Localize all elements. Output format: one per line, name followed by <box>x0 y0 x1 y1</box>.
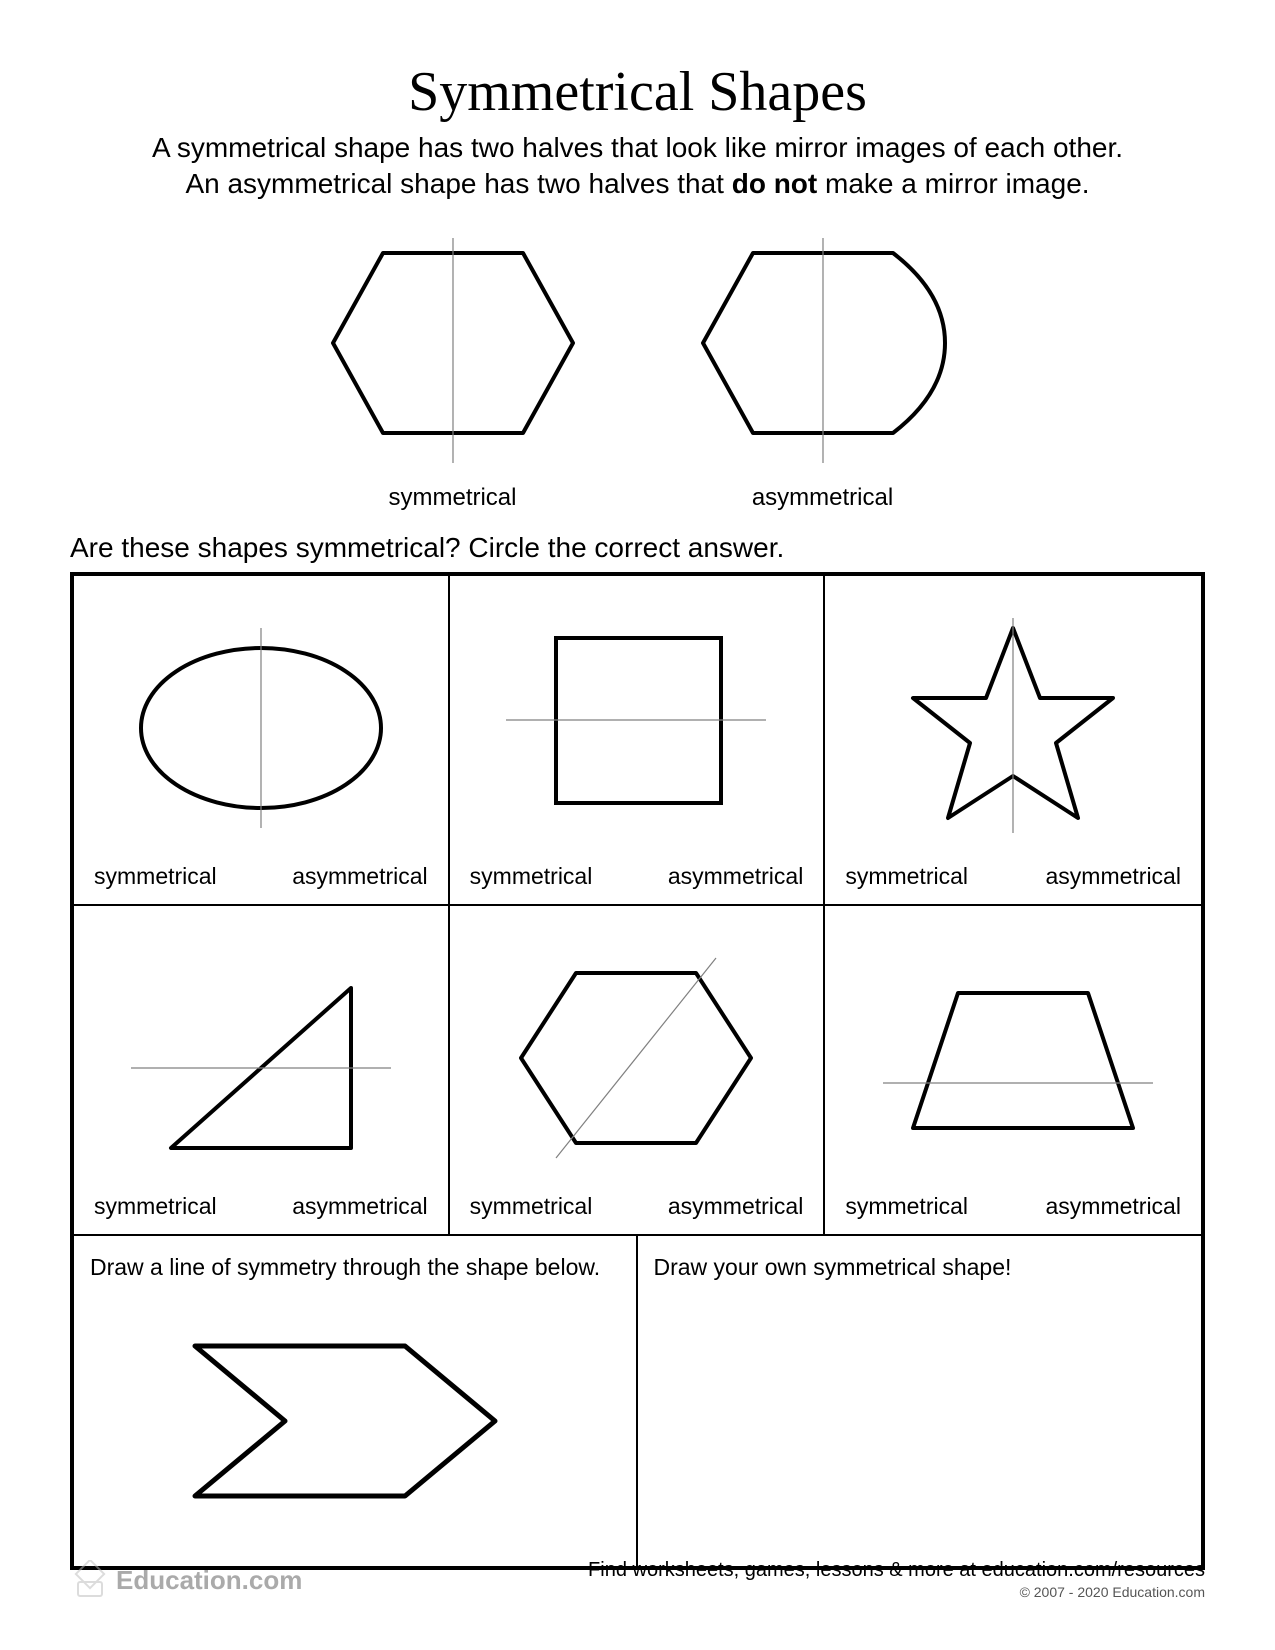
answer-symmetrical[interactable]: symmetrical <box>845 1193 968 1220</box>
answer-options: symmetrical asymmetrical <box>90 863 432 890</box>
answer-options: symmetrical asymmetrical <box>466 863 808 890</box>
page-title: Symmetrical Shapes <box>70 60 1205 124</box>
question-text: Are these shapes symmetrical? Circle the… <box>70 532 1205 564</box>
intro-text: A symmetrical shape has two halves that … <box>100 130 1175 203</box>
task-draw-line-cell: Draw a line of symmetry through the shap… <box>74 1236 638 1566</box>
example-asymmetrical: asymmetrical <box>683 213 963 512</box>
cell-star: symmetrical asymmetrical <box>825 576 1201 906</box>
example-sym-label: symmetrical <box>313 484 593 512</box>
answer-symmetrical[interactable]: symmetrical <box>845 863 968 890</box>
brand-text: Education.com <box>116 1565 302 1596</box>
cell-triangle: symmetrical asymmetrical <box>74 906 450 1236</box>
answer-asymmetrical[interactable]: asymmetrical <box>668 863 803 890</box>
intro-bold: do not <box>732 168 818 199</box>
footer: Education.com Find worksheets, games, le… <box>70 1559 1205 1600</box>
answer-asymmetrical[interactable]: asymmetrical <box>292 863 427 890</box>
task-draw-line-text: Draw a line of symmetry through the shap… <box>90 1254 620 1282</box>
hexagon-icon <box>486 948 786 1168</box>
answer-symmetrical[interactable]: symmetrical <box>94 1193 217 1220</box>
intro-line1: A symmetrical shape has two halves that … <box>152 132 1123 163</box>
cell-ellipse: symmetrical asymmetrical <box>74 576 450 906</box>
answer-symmetrical[interactable]: symmetrical <box>470 863 593 890</box>
answer-asymmetrical[interactable]: asymmetrical <box>1046 863 1181 890</box>
square-icon <box>486 618 786 838</box>
hexagon-asymmetrical-icon <box>683 213 963 473</box>
intro-line2b: make a mirror image. <box>817 168 1089 199</box>
answer-asymmetrical[interactable]: asymmetrical <box>1046 1193 1181 1220</box>
answer-options: symmetrical asymmetrical <box>466 1193 808 1220</box>
ellipse-icon <box>111 618 411 838</box>
answer-options: symmetrical asymmetrical <box>841 863 1185 890</box>
answer-symmetrical[interactable]: symmetrical <box>470 1193 593 1220</box>
brand-icon <box>70 1560 110 1600</box>
star-icon <box>863 618 1163 838</box>
intro-line2a: An asymmetrical shape has two halves tha… <box>185 168 731 199</box>
worksheet-grid: symmetrical asymmetrical symmetrical asymme… <box>70 572 1205 1570</box>
answer-asymmetrical[interactable]: asymmetrical <box>292 1193 427 1220</box>
cell-square: symmetrical asymmetrical <box>450 576 826 906</box>
answer-options: symmetrical asymmetrical <box>841 1193 1185 1220</box>
task-draw-own-cell: Draw your own symmetrical shape! <box>638 1236 1202 1566</box>
hexagon-symmetrical-icon <box>313 213 593 473</box>
example-asym-label: asymmetrical <box>683 484 963 512</box>
footer-line2: © 2007 - 2020 Education.com <box>588 1584 1205 1600</box>
example-row: symmetrical asymmetrical <box>70 213 1205 512</box>
task-draw-own-text: Draw your own symmetrical shape! <box>654 1254 1186 1282</box>
trapezoid-icon <box>863 948 1163 1168</box>
triangle-icon <box>111 948 411 1168</box>
cell-hexagon: symmetrical asymmetrical <box>450 906 826 1236</box>
answer-symmetrical[interactable]: symmetrical <box>94 863 217 890</box>
example-symmetrical: symmetrical <box>313 213 593 512</box>
footer-right: Find worksheets, games, lessons & more a… <box>588 1559 1205 1600</box>
arrow-shape-icon <box>165 1316 545 1526</box>
cell-trapezoid: symmetrical asymmetrical <box>825 906 1201 1236</box>
answer-options: symmetrical asymmetrical <box>90 1193 432 1220</box>
answer-asymmetrical[interactable]: asymmetrical <box>668 1193 803 1220</box>
brand: Education.com <box>70 1560 302 1600</box>
footer-line1: Find worksheets, games, lessons & more a… <box>588 1559 1205 1582</box>
